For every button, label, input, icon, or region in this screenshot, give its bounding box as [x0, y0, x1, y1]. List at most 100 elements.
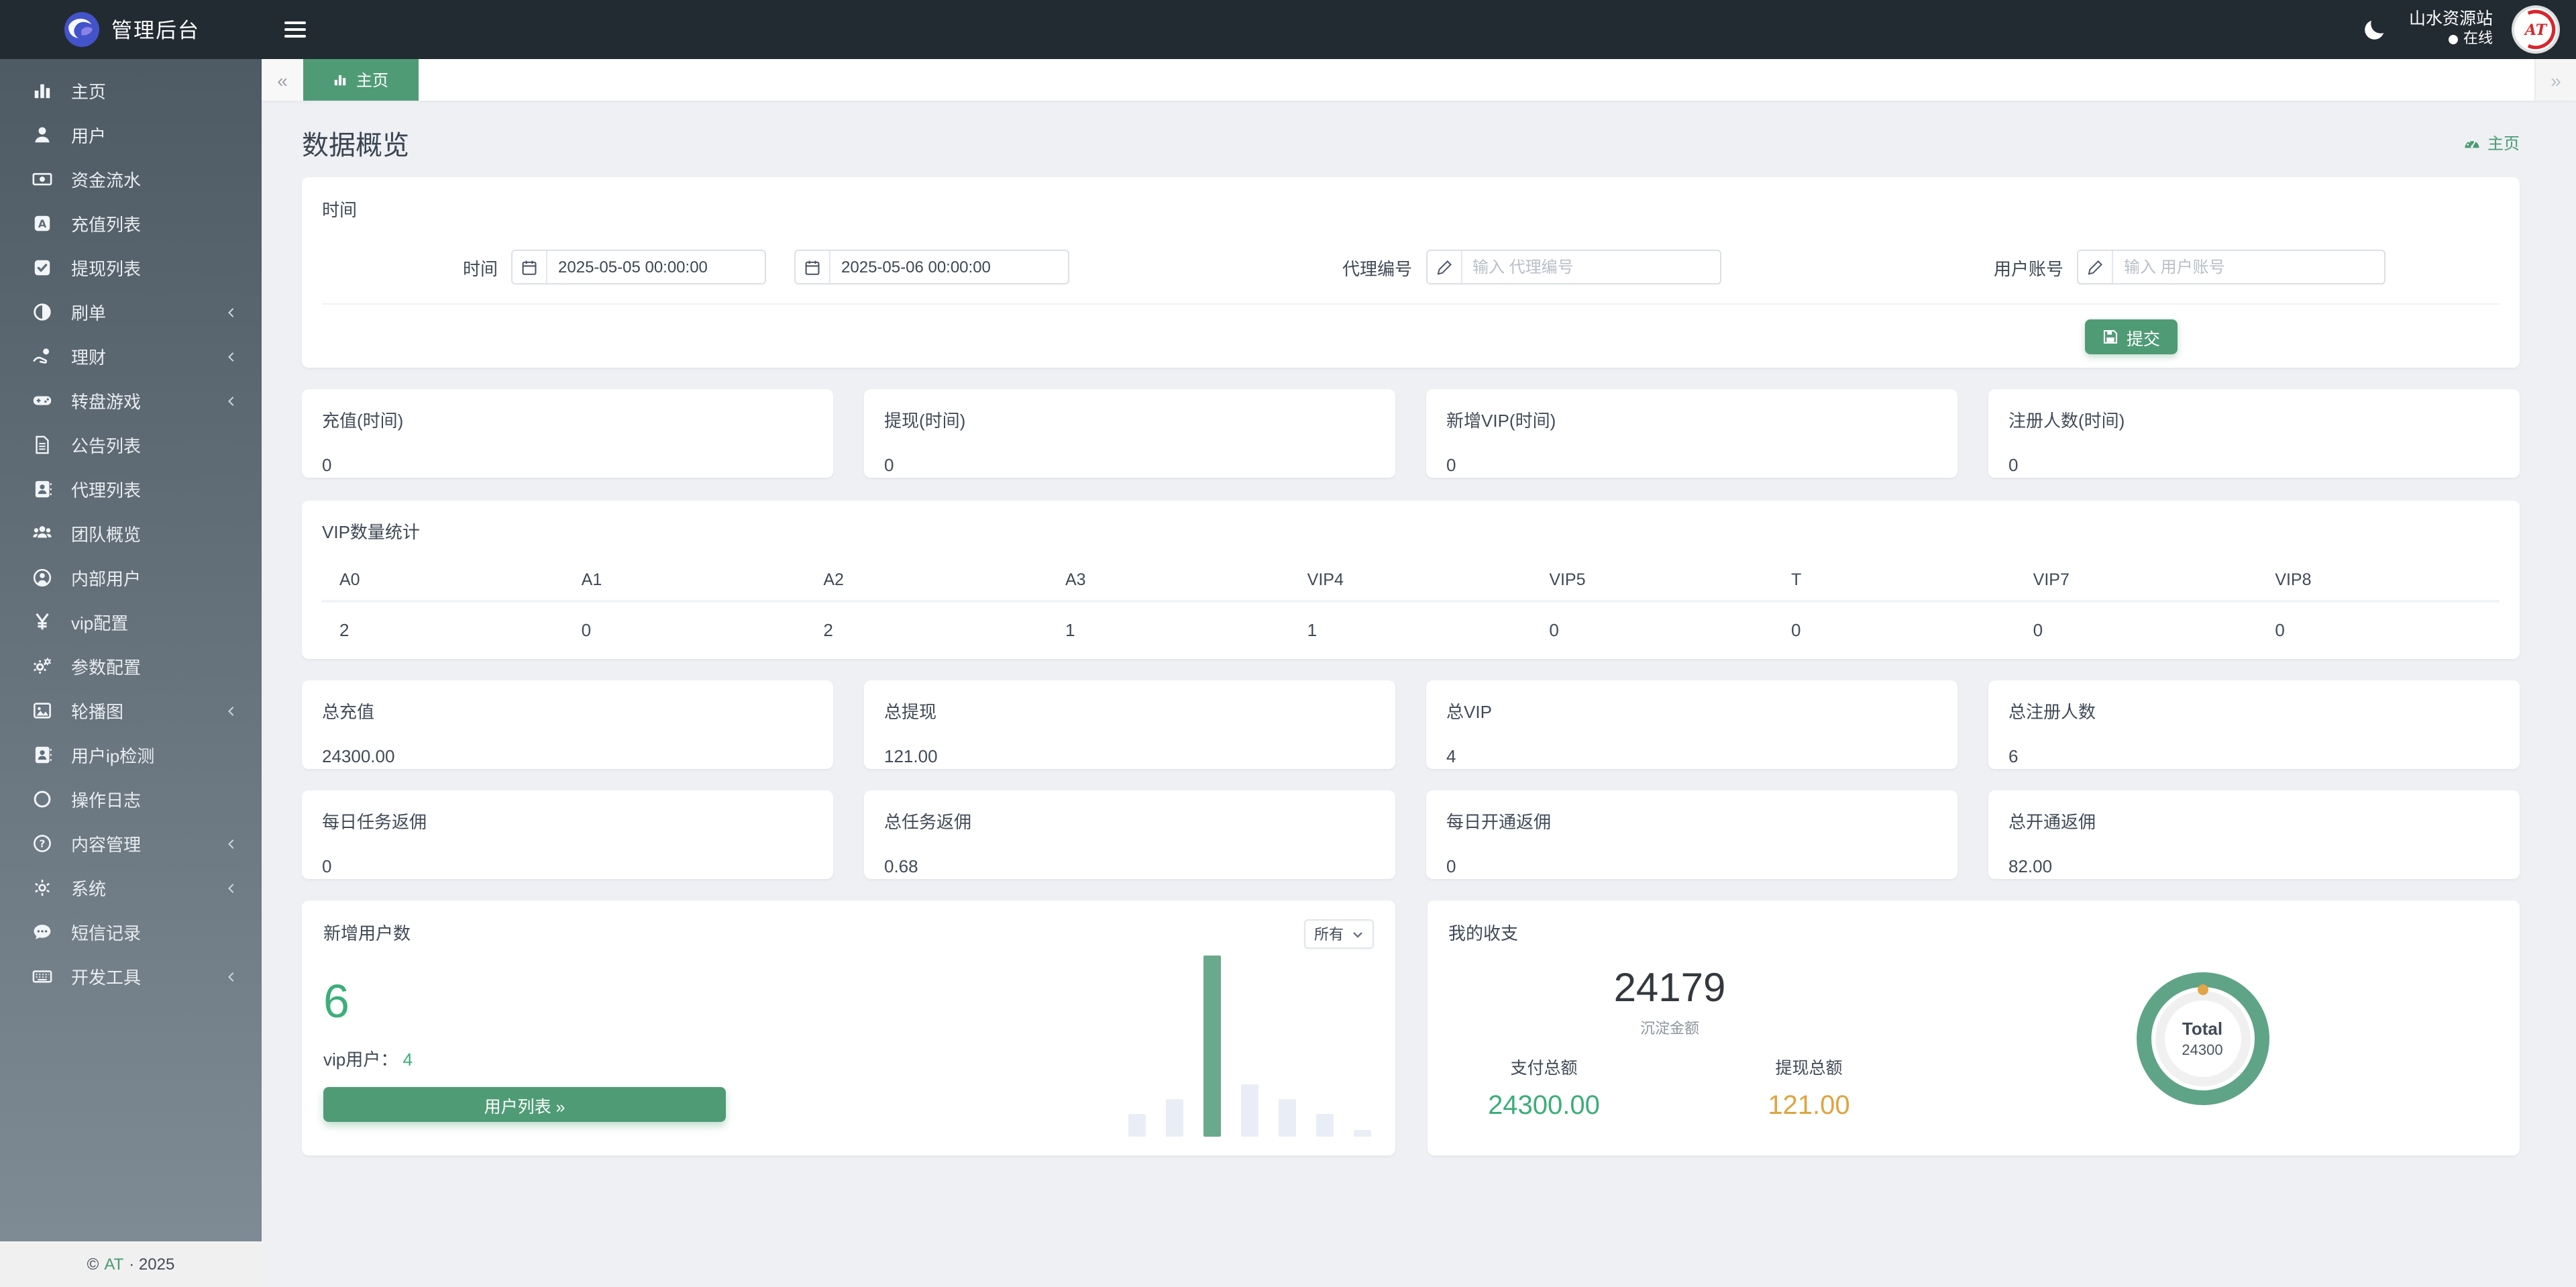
date-to-field[interactable]: [794, 250, 1070, 285]
bar-highlight: [1203, 956, 1220, 1137]
stat-value: 82.00: [2008, 856, 2053, 876]
vip-table-value: 0: [581, 620, 592, 640]
tabs-scroll-right-icon[interactable]: »: [2534, 59, 2576, 101]
vip-table-value: 0: [1790, 620, 1801, 640]
file-lines-icon: [32, 434, 54, 456]
vip-users-line: vip用户： 4: [323, 1045, 1373, 1071]
sidebar-item-sms-records[interactable]: 短信记录: [0, 910, 262, 954]
sidebar-menu: 主页用户资金流水 A 充值列表 提现列表 刷单 理财转盘游戏公告列表 代理列表 团队概览 内部用…: [0, 59, 262, 1241]
sidebar-item-internal-users[interactable]: 内部用户: [0, 556, 262, 600]
agent-input[interactable]: [1462, 251, 1719, 283]
hand-coin-icon: [32, 346, 54, 367]
adjust-icon: [32, 301, 54, 323]
sidebar-item-label: 用户: [71, 126, 107, 146]
bar: [1316, 1114, 1333, 1137]
dark-mode-toggle[interactable]: [2363, 17, 2387, 42]
avatar[interactable]: AT: [2514, 8, 2557, 51]
vip-table-header: A0: [322, 558, 564, 603]
dashboard-icon: [2465, 138, 2479, 148]
new-users-title: 新增用户数: [323, 923, 411, 943]
range-select[interactable]: 所有: [1303, 919, 1373, 949]
vip-table-header: VIP4: [1289, 558, 1532, 603]
address-book-icon: [32, 478, 54, 500]
brand[interactable]: 管理后台: [0, 12, 262, 47]
sidebar-item-operation-log[interactable]: 操作日志: [0, 777, 262, 821]
account-field[interactable]: [2076, 250, 2385, 285]
page-title: 数据概览: [302, 131, 409, 160]
vip-table-header: T: [1773, 558, 2016, 603]
sidebar-item-users[interactable]: 用户: [0, 113, 262, 157]
vip-table-value: 1: [1065, 620, 1075, 640]
sidebar-item-system[interactable]: 系统: [0, 866, 262, 910]
stats-row-2: 总充值 24300.00 总提现 121.00 总VIP 4 总注册人数 6: [302, 680, 2520, 769]
stat-card: 新增VIP(时间) 0: [1426, 389, 1957, 478]
bar: [1165, 1099, 1183, 1137]
chevron-left-icon: [224, 970, 237, 983]
users-icon: [32, 523, 54, 544]
keyboard-icon: [32, 966, 54, 987]
stat-card: 总提现 121.00: [864, 680, 1395, 769]
tab-home[interactable]: 主页: [303, 59, 419, 101]
agent-field[interactable]: [1426, 250, 1721, 285]
top-navbar: 管理后台 山水资源站 在线 AT: [0, 0, 2576, 59]
breadcrumb[interactable]: 主页: [2463, 131, 2520, 154]
sidebar-item-wealth[interactable]: 理财: [0, 334, 262, 378]
sidebar-item-funds-flow[interactable]: 资金流水: [0, 157, 262, 201]
vip-table-header: A2: [806, 558, 1048, 603]
stat-value: 0: [322, 455, 332, 475]
stat-label: 总提现: [884, 702, 937, 722]
menu-toggle-button[interactable]: [284, 21, 306, 38]
sidebar-item-vip-config[interactable]: vip配置: [0, 600, 262, 644]
id-card-icon: A: [32, 213, 54, 234]
sidebar-item-param-config[interactable]: 参数配置: [0, 644, 262, 688]
sidebar-item-wheel-game[interactable]: 转盘游戏: [0, 378, 262, 423]
user-list-button[interactable]: 用户列表 »: [323, 1087, 726, 1122]
app-title: 管理后台: [111, 20, 201, 43]
sidebar-item-content-mgmt[interactable]: ? 内容管理: [0, 821, 262, 866]
sidebar-item-carousel[interactable]: 轮播图: [0, 688, 262, 733]
income-card: 我的收支 24179 沉淀金额 支付总额 提现总额 24300.00 121.0…: [1427, 900, 2520, 1155]
submit-button[interactable]: 提交: [2084, 319, 2178, 354]
sidebar-item-notice-list[interactable]: 公告列表: [0, 423, 262, 467]
vip-table-header: A1: [564, 558, 806, 603]
donut-total-label: Total: [2182, 1019, 2223, 1039]
date-from-field[interactable]: [511, 250, 767, 285]
date-to-input[interactable]: [830, 251, 1069, 283]
stat-value: 0.68: [884, 856, 918, 876]
sidebar-item-withdraw-list[interactable]: 提现列表: [0, 246, 262, 290]
footer-brand-link[interactable]: AT: [104, 1255, 124, 1274]
stat-card: 注册人数(时间) 0: [1988, 389, 2520, 478]
comment-dots-icon: [32, 921, 54, 943]
money-bill-icon: [32, 168, 54, 190]
vip-stats-card: VIP数量统计 A0 A1 A2 A3 VIP4 VIP5 T VIP7 VIP8 2 0 2 1 1 0 0…: [302, 501, 2520, 659]
sidebar-item-user-ip-check[interactable]: 用户ip检测: [0, 733, 262, 777]
breadcrumb-home-link: 主页: [2487, 134, 2520, 152]
chevron-down-icon: [1352, 931, 1362, 937]
stat-value: 121.00: [884, 746, 938, 766]
pencil-icon: [2078, 251, 2113, 283]
sidebar-item-label: 轮播图: [71, 702, 124, 722]
withdraw-total-label: 提现总额: [1775, 1059, 1843, 1078]
sidebar-item-agent-list[interactable]: 代理列表: [0, 467, 262, 511]
sidebar-item-label: 参数配置: [71, 658, 142, 678]
stat-label: 总注册人数: [2008, 702, 2096, 722]
date-from-input[interactable]: [547, 251, 765, 283]
sidebar-item-team-overview[interactable]: 团队概览: [0, 511, 262, 556]
user-circle-icon: [32, 567, 54, 588]
vip-table-value: 0: [2033, 620, 2043, 640]
sidebar-item-brush-order[interactable]: 刷单: [0, 290, 262, 334]
vip-table-value: 0: [1549, 620, 1559, 640]
account-input[interactable]: [2112, 251, 2384, 283]
tabs-scroll-left-icon[interactable]: «: [262, 59, 303, 101]
sidebar-item-dev-tools[interactable]: 开发工具: [0, 954, 262, 998]
address-book-icon: [32, 744, 54, 766]
retained-amount-label: 沉淀金额: [1640, 1021, 1699, 1037]
vip-users-count: 4: [402, 1049, 413, 1070]
sidebar-item-home[interactable]: 主页: [0, 68, 262, 113]
sidebar-item-label: 资金流水: [71, 170, 142, 191]
stat-label: 充值(时间): [322, 411, 404, 431]
avatar-text: AT: [2524, 21, 2547, 38]
income-title: 我的收支: [1448, 923, 1519, 943]
sidebar-item-recharge-list[interactable]: A 充值列表: [0, 201, 262, 246]
sidebar-item-label: 转盘游戏: [71, 392, 142, 412]
